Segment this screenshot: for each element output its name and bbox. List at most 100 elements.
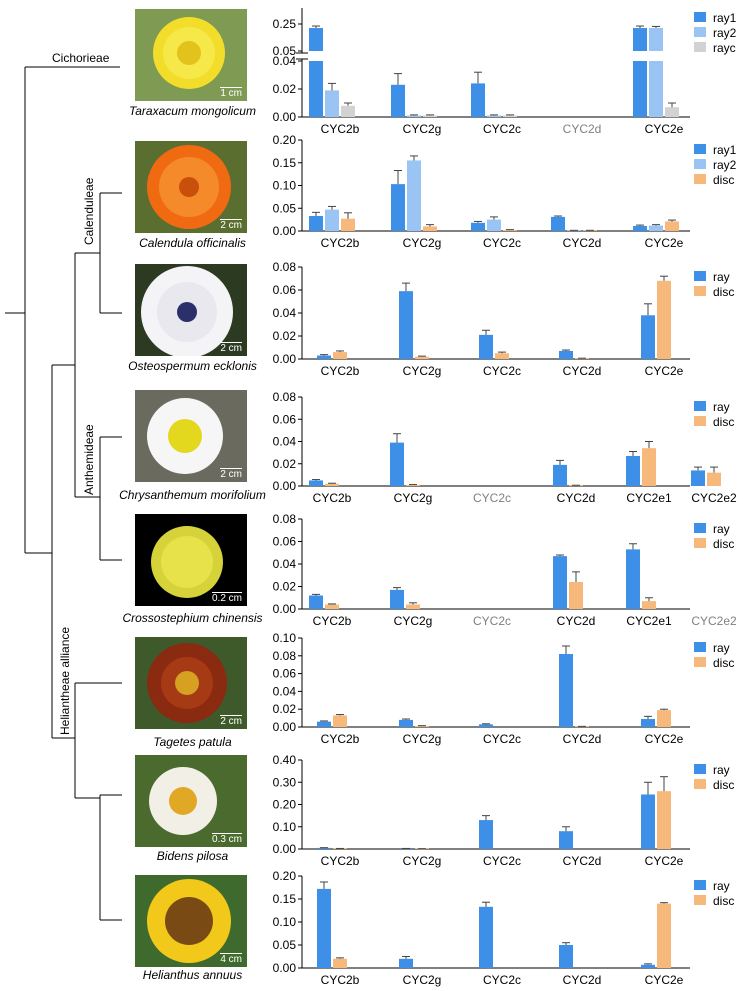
bar-ray1 bbox=[633, 225, 647, 231]
bar-disc bbox=[406, 604, 420, 609]
y-tick-label: 0.00 bbox=[273, 720, 297, 734]
bar-disc bbox=[657, 903, 671, 968]
photo-osteospermum: 2 cm bbox=[135, 264, 247, 356]
bar-ray bbox=[479, 906, 493, 968]
legend-label: disc bbox=[713, 415, 734, 429]
photo-crossostephium: 0.2 cm bbox=[135, 514, 247, 606]
x-tick-label: CYC2c bbox=[473, 491, 511, 505]
x-tick-label: CYC2d bbox=[557, 491, 596, 505]
x-tick-label: CYC2d bbox=[563, 732, 602, 746]
legend-label: ray2 bbox=[713, 26, 737, 40]
legend-label: disc bbox=[713, 656, 734, 670]
x-tick-label: CYC2e2 bbox=[691, 491, 737, 505]
x-tick-label: CYC2b bbox=[321, 364, 360, 378]
bar-ray bbox=[390, 442, 404, 486]
legend-swatch-ray1 bbox=[694, 12, 706, 22]
photo-calendula: 2 cm bbox=[135, 141, 247, 233]
y-tick-label: 0.06 bbox=[273, 535, 297, 549]
x-tick-label: CYC2g bbox=[403, 732, 442, 746]
y-tick-label: 0.02 bbox=[273, 457, 297, 471]
bar-disc bbox=[325, 604, 339, 609]
calendula-image bbox=[147, 145, 231, 229]
chrysanthemum-image bbox=[147, 398, 223, 474]
legend-swatch-ray bbox=[694, 764, 706, 774]
bar-ray bbox=[559, 654, 573, 727]
bar-disc bbox=[415, 726, 429, 727]
legend-swatch-ray bbox=[694, 880, 706, 890]
x-tick-label: CYC2g bbox=[403, 236, 442, 250]
bar-disc bbox=[642, 601, 656, 609]
legend-label: ray bbox=[713, 522, 730, 536]
bar-ray1 bbox=[633, 61, 647, 117]
bar-ray2 bbox=[649, 28, 663, 51]
bar-ray bbox=[553, 464, 567, 486]
legend-swatch-ray2 bbox=[694, 27, 706, 37]
species-name: Bidens pilosa bbox=[156, 849, 229, 863]
bar-disc bbox=[642, 448, 656, 486]
bar-ray bbox=[317, 721, 331, 727]
x-tick-label: CYC2g bbox=[403, 973, 442, 987]
x-tick-label: CYC2c bbox=[483, 854, 521, 868]
bar-ray bbox=[309, 480, 323, 486]
y-tick-label: 0.05 bbox=[273, 201, 297, 215]
bar-ray bbox=[641, 315, 655, 359]
photo-tagetes: 2 cm bbox=[135, 637, 247, 729]
photo-chrysanthemum: 2 cm bbox=[135, 390, 247, 482]
bar-ray2 bbox=[325, 90, 339, 117]
y-tick-label: 0.04 bbox=[273, 54, 297, 68]
legend-swatch-ray bbox=[694, 523, 706, 533]
legend-swatch-disc bbox=[694, 895, 706, 905]
x-tick-label: CYC2b bbox=[321, 122, 360, 136]
bar-ray bbox=[390, 589, 404, 609]
bar-ray bbox=[399, 958, 413, 968]
y-tick-label: 0.04 bbox=[273, 684, 297, 698]
y-tick-label: 0.02 bbox=[273, 580, 297, 594]
clade-label-cichorieae: Cichorieae bbox=[52, 51, 110, 65]
bar-ray bbox=[553, 556, 567, 609]
legend-label: ray bbox=[713, 270, 730, 284]
x-tick-label: CYC2d bbox=[563, 854, 602, 868]
bar-rayc bbox=[665, 107, 679, 117]
x-tick-label: CYC2b bbox=[321, 732, 360, 746]
y-tick-label: 0.00 bbox=[273, 842, 297, 856]
x-tick-label: CYC2g bbox=[394, 491, 433, 505]
legend-swatch-ray1 bbox=[694, 144, 706, 154]
bar-ray bbox=[691, 470, 705, 486]
x-tick-label: CYC2b bbox=[321, 236, 360, 250]
bar-disc bbox=[657, 710, 671, 727]
tagetes-image bbox=[147, 643, 227, 723]
x-tick-label: CYC2d bbox=[563, 236, 602, 250]
dandelion-image bbox=[153, 17, 225, 89]
y-tick-label: 0.00 bbox=[273, 602, 297, 616]
bar-disc bbox=[415, 356, 429, 359]
y-tick-label: 0.04 bbox=[273, 435, 297, 449]
legend-swatch-disc bbox=[694, 286, 706, 296]
x-tick-label: CYC2e1 bbox=[626, 491, 672, 505]
sunflower-image bbox=[147, 879, 231, 963]
bar-ray2 bbox=[325, 209, 339, 231]
bar-ray1 bbox=[309, 61, 323, 117]
legend-label: ray bbox=[713, 641, 730, 655]
y-tick-label: 0.08 bbox=[273, 390, 297, 404]
bar-disc bbox=[333, 352, 347, 359]
bar-disc bbox=[569, 582, 583, 609]
photo-taraxacum: 1 cm bbox=[135, 9, 247, 101]
chart-panel: 0.00 0.02 0.04 0.06 0.08 CYC2b CYC2g CYC2c CYC2d… bbox=[273, 512, 737, 628]
species-name: Chrysanthemum morifolium bbox=[119, 488, 266, 502]
bar-ray bbox=[479, 724, 493, 727]
y-tick-label: 0.20 bbox=[273, 798, 297, 812]
y-tick-label: 0.10 bbox=[273, 631, 297, 645]
bar-ray1 bbox=[551, 216, 565, 231]
scale-bar: 2 cm bbox=[220, 715, 242, 727]
x-tick-label: CYC2e bbox=[645, 732, 684, 746]
y-tick-label: 0.06 bbox=[273, 412, 297, 426]
bar-ray1 bbox=[309, 28, 323, 51]
scale-bar: 0.2 cm bbox=[211, 592, 242, 604]
axis-break bbox=[296, 53, 308, 59]
bar-ray bbox=[317, 847, 331, 849]
bar-disc bbox=[325, 483, 339, 486]
legend-label: ray2 bbox=[713, 158, 737, 172]
bar-ray bbox=[317, 355, 331, 359]
x-tick-label: CYC2b bbox=[313, 614, 352, 628]
